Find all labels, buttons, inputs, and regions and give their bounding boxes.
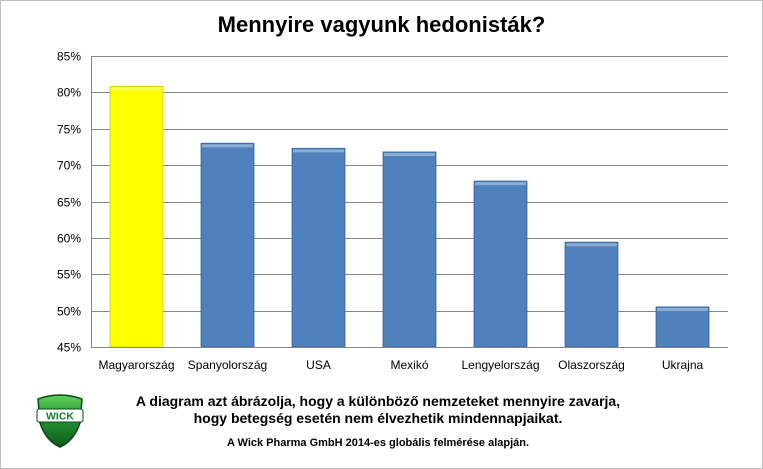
bar-shine — [657, 307, 708, 311]
x-tick-label: USA — [306, 358, 331, 372]
x-tick-label: Lengyelország — [461, 358, 539, 372]
bar-rect — [200, 142, 255, 348]
chart-title: Mennyire vagyunk hedonisták? — [217, 12, 546, 37]
bar-1 — [200, 142, 255, 348]
x-tick-label: Olaszország — [558, 358, 625, 372]
bar-0 — [109, 86, 164, 348]
bar-layer — [109, 86, 710, 348]
axis-layer: 45% 50% 55% 60% 65% 70% 75% 80% 85% Magyarország S… — [57, 50, 728, 372]
y-tick-label: 75% — [57, 123, 81, 137]
bar-rect — [655, 306, 710, 348]
caption-line-2: hogy betegség esetén nem élvezhetik mind… — [193, 410, 563, 426]
y-tick-label: 50% — [57, 305, 81, 319]
source-note: A Wick Pharma GmbH 2014-es globális felm… — [226, 437, 530, 449]
x-tick-label: Mexikó — [390, 358, 428, 372]
bar-6 — [655, 306, 710, 348]
wick-logo-icon: WICK — [36, 394, 84, 448]
bar-rect — [291, 147, 346, 348]
bar-rect — [473, 180, 528, 348]
bar-shine — [293, 149, 344, 153]
x-tick-label: Ukrajna — [662, 358, 704, 372]
y-tick-label: 45% — [57, 341, 81, 355]
y-tick-label: 70% — [57, 159, 81, 173]
logo-text: WICK — [46, 411, 74, 423]
bar-shine — [384, 153, 435, 157]
bar-rect — [382, 151, 437, 348]
y-tick-label: 60% — [57, 232, 81, 246]
caption-line-1: A diagram azt ábrázolja, hogy a különböz… — [135, 393, 621, 409]
bar-rect — [109, 86, 164, 348]
bar-3 — [382, 151, 437, 348]
bar-shine — [475, 182, 526, 186]
y-tick-label: 55% — [57, 268, 81, 282]
bar-rect — [564, 241, 619, 348]
bar-shine — [111, 87, 162, 91]
bar-5 — [564, 241, 619, 348]
x-tick-label: Spanyolország — [188, 358, 267, 372]
bar-2 — [291, 147, 346, 348]
y-tick-label: 65% — [57, 196, 81, 210]
y-tick-label: 80% — [57, 86, 81, 100]
bar-shine — [202, 144, 253, 148]
bar-4 — [473, 180, 528, 348]
y-tick-label: 85% — [57, 50, 81, 64]
x-tick-label: Magyarország — [98, 358, 174, 372]
bar-shine — [566, 243, 617, 247]
